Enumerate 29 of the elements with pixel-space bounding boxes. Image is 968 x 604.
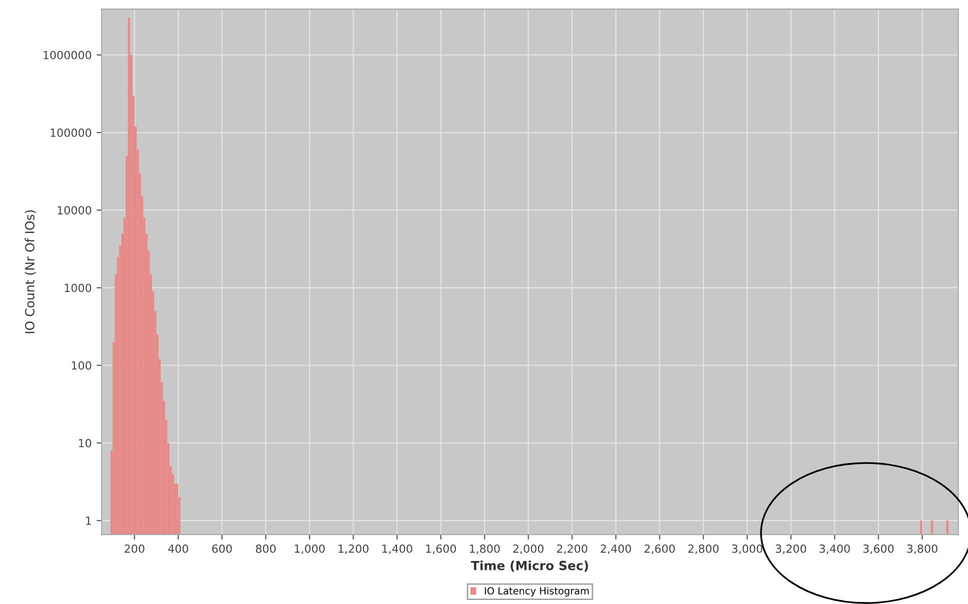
y-tick-label: 1000000 xyxy=(44,50,92,60)
x-tick-label: 200 xyxy=(124,544,144,553)
x-tick-label: 800 xyxy=(256,544,276,553)
x-tick-label: 600 xyxy=(212,544,232,553)
x-tick-label: 3,400 xyxy=(820,544,850,554)
x-tick-label: 2,600 xyxy=(644,544,675,554)
legend-label: IO Latency Histogram xyxy=(484,586,589,596)
x-tick-label: 1,000 xyxy=(294,544,325,554)
x-tick-label: 3,600 xyxy=(863,544,894,554)
y-axis-title: IO Count (Nr Of IOs) xyxy=(24,210,36,334)
x-tick-label: 3,200 xyxy=(776,544,806,554)
x-axis-title: Time (Micro Sec) xyxy=(470,560,588,572)
x-tick-label: 2,000 xyxy=(513,544,544,554)
x-tick-label: 1,400 xyxy=(382,544,412,554)
x-tick-label: 2,800 xyxy=(688,544,719,554)
x-tick-label: 3,000 xyxy=(732,544,762,554)
y-tick-label: 1000 xyxy=(64,284,92,292)
x-tick-label: 2,400 xyxy=(600,544,632,554)
x-tick-label: 2,200 xyxy=(557,544,588,554)
x-tick-label: 1,200 xyxy=(338,544,368,554)
x-tick-label: 1,800 xyxy=(470,544,500,554)
x-tick-label: 400 xyxy=(168,544,188,553)
x-tick-label: 1,600 xyxy=(426,544,456,554)
x-tick-label: 3,800 xyxy=(907,544,938,554)
y-tick-label: 1 xyxy=(86,516,91,525)
y-tick-label: 100000 xyxy=(50,128,92,137)
y-tick-label: 100 xyxy=(72,361,92,370)
y-tick-label: 10 xyxy=(79,438,92,448)
y-tick-label: 10000 xyxy=(58,206,92,215)
